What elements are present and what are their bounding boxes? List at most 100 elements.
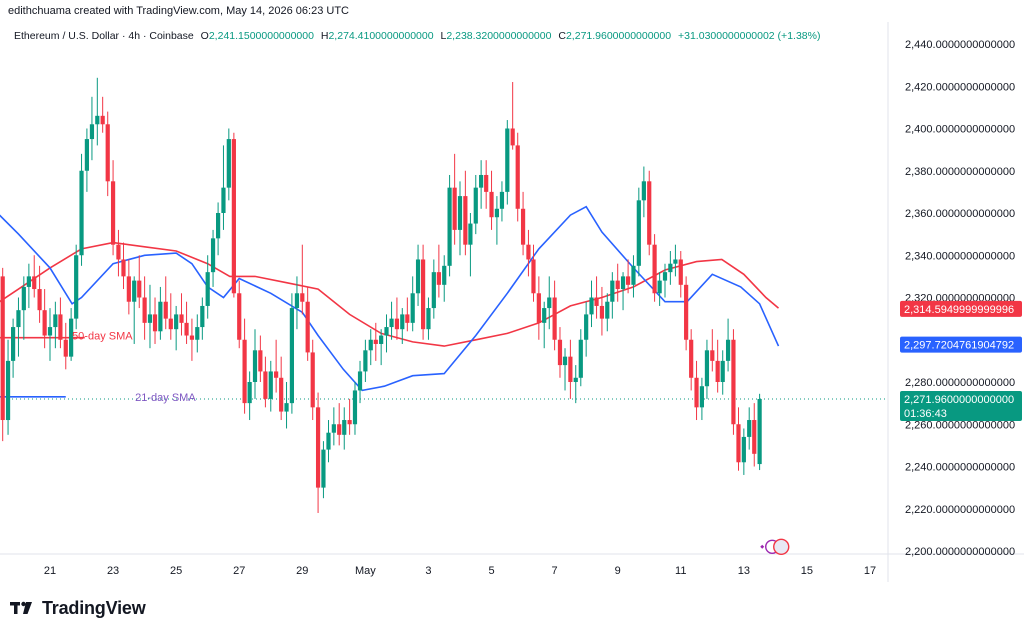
last-price-badge: [900, 390, 1022, 421]
candle-body: [431, 272, 436, 309]
candle-body: [479, 174, 484, 188]
candle-body: [89, 124, 95, 140]
candle-body: [499, 191, 505, 209]
candle-body: [279, 377, 284, 412]
candle-body: [652, 244, 657, 294]
candle-body: [168, 318, 173, 330]
candle-body: [736, 424, 741, 463]
tradingview-footer[interactable]: TradingView: [10, 598, 146, 618]
candle-body: [179, 314, 184, 323]
candle-body: [331, 424, 336, 433]
candle-body: [636, 200, 641, 266]
sma50-badge: [900, 300, 1022, 317]
candle-body: [368, 339, 373, 351]
candle-body: [573, 377, 578, 382]
candle-body: [379, 335, 384, 344]
y-tick-label: 2,440.0000000000000: [905, 39, 1015, 51]
candle-body: [342, 420, 347, 435]
candle-body: [725, 339, 731, 361]
candle-body: [263, 371, 268, 399]
last-price-badge-countdown: 01:36:43: [904, 408, 947, 420]
candle-body: [195, 327, 200, 340]
candle-body: [610, 280, 615, 302]
candle-body: [300, 293, 305, 302]
candle-body: [142, 297, 147, 323]
candle-body: [678, 259, 683, 285]
candle-body: [37, 289, 42, 311]
y-tick-label: 2,360.0000000000000: [905, 208, 1015, 220]
candle-body: [704, 350, 710, 387]
ohlc-legend: Ethereum / U.S. Dollar · 4h · Coinbase O…: [14, 30, 820, 42]
candle-body: [410, 293, 415, 323]
sma50-label: 50-day SMA: [72, 331, 133, 343]
candle-body: [515, 145, 520, 209]
y-tick-label: 2,280.0000000000000: [905, 377, 1015, 389]
candle-body: [337, 424, 342, 435]
legend-high-value: 2,274.4100000000000: [328, 30, 434, 42]
candle-body: [74, 255, 79, 319]
sma21-badge-text: 2,297.7204761904792: [904, 340, 1014, 352]
candle-body: [568, 356, 573, 382]
legend-symbol: Ethereum / U.S. Dollar · 4h · Coinbase: [14, 30, 194, 42]
candle-body: [116, 244, 121, 260]
candle-body: [562, 356, 568, 366]
x-tick-label: 5: [488, 565, 494, 577]
candle-body: [137, 280, 142, 298]
y-tick-label: 2,240.0000000000000: [905, 462, 1015, 474]
candle-body: [547, 297, 552, 309]
sma21-label: 21-day SMA: [135, 392, 196, 404]
sma21-line: [0, 205, 780, 392]
candle-body: [641, 181, 646, 201]
x-tick-label: 17: [864, 565, 876, 577]
candle-body: [442, 265, 447, 285]
sparkle-icon: [760, 544, 765, 549]
price-chart[interactable]: 2,440.0000000000000 2,420.0000000000000 2,…: [0, 22, 1024, 582]
candle-body: [589, 297, 594, 315]
candle-body: [200, 305, 205, 328]
candle-body: [252, 350, 258, 382]
candle-body: [400, 314, 405, 330]
y-tick-label: 2,260.0000000000000: [905, 419, 1015, 431]
candle-body: [689, 339, 694, 378]
y-tick-label: 2,220.0000000000000: [905, 504, 1015, 516]
candle-body: [357, 371, 363, 391]
candle-body: [668, 263, 673, 273]
x-tick-label: 21: [44, 565, 56, 577]
candle-body: [126, 276, 131, 302]
candle-body: [557, 339, 563, 366]
chart-credit: edithchuama created with TradingView.com…: [8, 5, 349, 17]
candle-body: [174, 314, 179, 330]
candle-body: [520, 208, 526, 245]
candle-body: [63, 339, 68, 357]
candle-body: [216, 213, 221, 239]
candle-body: [16, 310, 21, 328]
legend-open-value: 2,241.1500000000000: [208, 30, 314, 42]
candle-body: [79, 170, 84, 256]
candle-body: [53, 314, 58, 328]
candle-body: [752, 420, 757, 454]
x-tick-label: 11: [675, 565, 686, 577]
candle-body: [457, 196, 463, 230]
candle-body: [152, 314, 158, 332]
candle-body: [147, 314, 153, 323]
candle-body: [184, 322, 189, 336]
candle-body: [132, 280, 137, 302]
x-tick-label: 9: [615, 565, 621, 577]
x-tick-label: May: [355, 565, 376, 577]
candle-body: [421, 259, 426, 330]
x-tick-label: 7: [552, 565, 558, 577]
candle-body: [584, 314, 589, 340]
candle-body: [21, 286, 26, 311]
candle-body: [5, 360, 11, 421]
candle-body: [536, 293, 541, 323]
candle-body: [757, 398, 762, 465]
candle-body: [494, 208, 499, 218]
candle-body: [505, 128, 510, 192]
y-tick-label: 2,200.0000000000000: [905, 546, 1015, 558]
candle-body: [158, 301, 163, 332]
tradingview-logo-icon: [10, 601, 32, 614]
candle-body: [710, 350, 715, 361]
candle-body: [42, 310, 47, 336]
last-price-badge-text: 2,271.9600000000000: [904, 394, 1014, 406]
legend-close-label: C: [558, 30, 566, 42]
